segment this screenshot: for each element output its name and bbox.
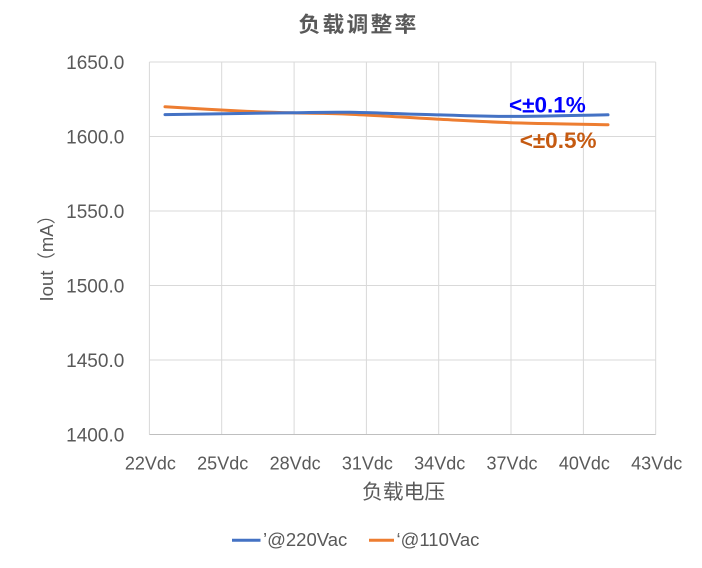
svg-text:Iout: Iout [36,271,57,302]
svg-text:<±0.1%: <±0.1% [509,93,586,118]
svg-text:1650.0: 1650.0 [66,53,124,74]
svg-text:1450.0: 1450.0 [66,351,124,372]
svg-text:40Vdc: 40Vdc [559,454,610,474]
svg-text:1600.0: 1600.0 [66,127,124,148]
svg-text:43Vdc: 43Vdc [631,454,682,474]
svg-text:mA: mA [36,224,57,252]
svg-text:31Vdc: 31Vdc [342,454,393,474]
svg-text:‘@110Vac: ‘@110Vac [397,529,480,550]
svg-text:22Vdc: 22Vdc [125,454,176,474]
svg-text:25Vdc: 25Vdc [197,454,248,474]
svg-text:1500.0: 1500.0 [66,276,124,297]
svg-text:28Vdc: 28Vdc [270,454,321,474]
svg-text:37Vdc: 37Vdc [486,454,537,474]
svg-text:’@220Vac: ’@220Vac [263,529,347,550]
svg-text:1400.0: 1400.0 [66,425,124,446]
svg-text:34Vdc: 34Vdc [414,454,465,474]
svg-text:1550.0: 1550.0 [66,202,124,223]
svg-text:<±0.5%: <±0.5% [520,128,597,153]
